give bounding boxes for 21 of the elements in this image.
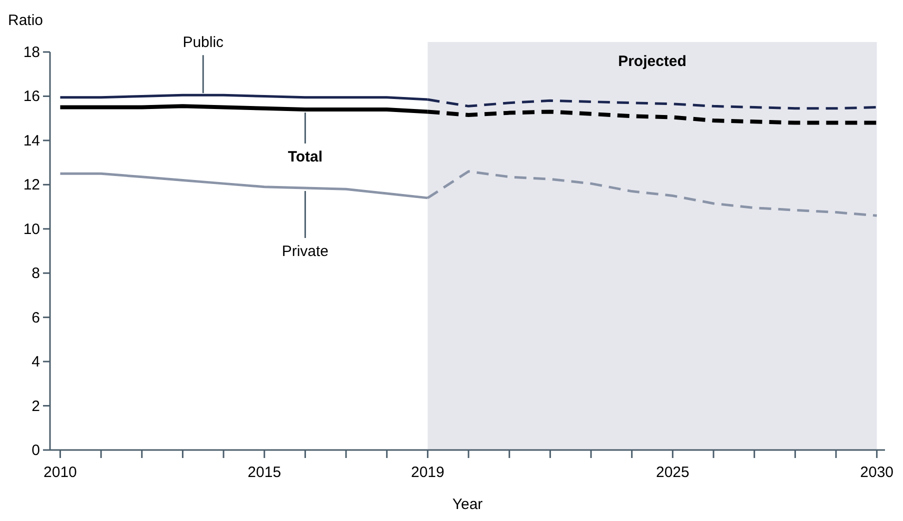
y-tick-label: 8 bbox=[32, 265, 40, 282]
x-tick-label: 2030 bbox=[860, 464, 894, 481]
text: Private bbox=[282, 242, 329, 260]
y-tick-label: 0 bbox=[32, 442, 40, 459]
x-tick-label: 2019 bbox=[411, 464, 444, 481]
y-tick-label: 10 bbox=[23, 220, 40, 238]
y-tick-label: 14 bbox=[23, 132, 40, 150]
text: Public bbox=[182, 34, 224, 52]
y-tick-label: 4 bbox=[32, 354, 40, 371]
y-tick-label: 12 bbox=[23, 176, 40, 194]
x-axis-title: Year bbox=[452, 496, 483, 513]
y-tick-label: 16 bbox=[23, 88, 40, 106]
x-tick-label: 2025 bbox=[656, 464, 690, 481]
x-tick-label: 2010 bbox=[44, 464, 77, 481]
band-label: Projected bbox=[618, 53, 686, 70]
y-axis-title: Ratio bbox=[8, 12, 44, 29]
y-tick-label: 6 bbox=[32, 309, 40, 326]
y-tick-label: 18 bbox=[23, 44, 40, 61]
x-tick-label: 2015 bbox=[248, 464, 282, 481]
y-tick-label: 2 bbox=[32, 398, 40, 415]
text: Total bbox=[288, 148, 323, 166]
